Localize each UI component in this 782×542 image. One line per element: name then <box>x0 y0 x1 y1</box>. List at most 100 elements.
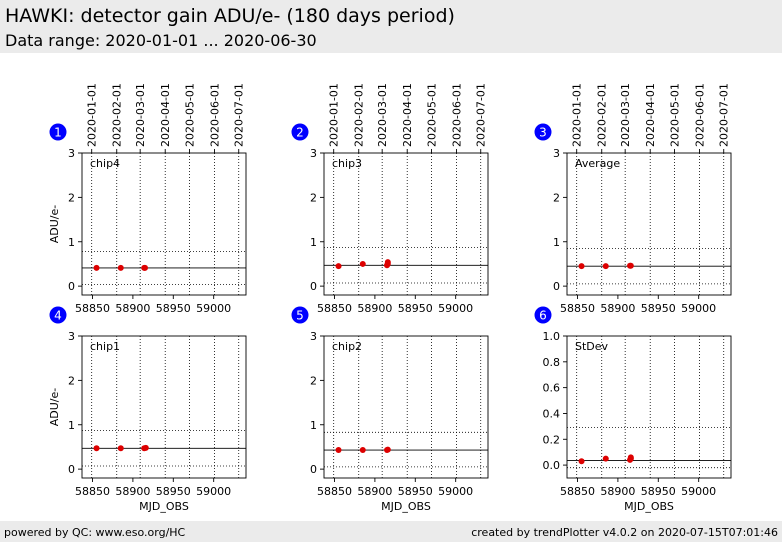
y-tick-label: 0 <box>553 280 560 293</box>
footer-created: created by trendPlotter v4.0.2 on 2020-0… <box>471 526 778 539</box>
page-title: HAWKI: detector gain ADU/e- (180 days pe… <box>5 5 455 27</box>
data-point <box>627 454 634 461</box>
data-point <box>142 264 149 271</box>
date-tick-label: 2020-01-01 <box>86 83 99 147</box>
x-tick-label: 58850 <box>560 485 595 498</box>
date-tick-label: 2020-06-01 <box>208 83 221 147</box>
y-tick-label: 1 <box>68 419 75 432</box>
panel-number: 1 <box>54 126 62 140</box>
y-tick-label: 1 <box>310 419 317 432</box>
x-tick-label: 59000 <box>681 485 716 498</box>
plot-frame <box>323 152 489 296</box>
panel-label: chip1 <box>90 340 120 353</box>
plot-frame <box>566 335 732 479</box>
x-tick-label: 58950 <box>398 302 433 315</box>
data-point <box>602 455 609 462</box>
date-tick-label: 2020-05-01 <box>183 83 196 147</box>
panel-6: 0.0 0.2 0.4 0.6 0.8 1.0 58850 58900 58950 59000 MJ… <box>534 306 732 513</box>
x-tick-label: 59000 <box>196 302 231 315</box>
data-point <box>602 263 609 270</box>
x-tick-label: 58900 <box>357 302 392 315</box>
panel-label: chip4 <box>90 157 120 170</box>
panel-number-badge <box>291 306 309 324</box>
x-tick-label: 58850 <box>75 485 110 498</box>
x-tick-label: 58900 <box>357 485 392 498</box>
date-tick-label: 2020-02-01 <box>111 83 124 147</box>
plot-frame <box>566 152 732 296</box>
panel-number: 3 <box>539 126 547 140</box>
panel-number-badge <box>534 306 552 324</box>
y-tick-label: 0 <box>310 280 317 293</box>
panel-number: 5 <box>296 309 304 323</box>
y-tick-label: 2 <box>310 374 317 387</box>
x-tick-label: 58850 <box>317 302 352 315</box>
data-point <box>359 447 366 454</box>
x-tick-label: 58850 <box>75 302 110 315</box>
date-tick-label: 2020-03-01 <box>619 83 632 147</box>
page-subtitle: Data range: 2020-01-01 ... 2020-06-30 <box>5 31 317 50</box>
date-tick-label: 2020-05-01 <box>425 83 438 147</box>
x-tick-label: 58850 <box>317 485 352 498</box>
x-tick-label: 59000 <box>196 485 231 498</box>
panel-label: Average <box>575 157 620 170</box>
data-point <box>117 264 124 271</box>
footer-credit: powered by QC: www.eso.org/HC <box>4 526 186 539</box>
date-tick-label: 2020-03-01 <box>376 83 389 147</box>
panel-number: 2 <box>296 126 304 140</box>
x-tick-label: 58900 <box>115 302 150 315</box>
data-point <box>142 444 149 451</box>
panel-number-badge <box>534 123 552 141</box>
panel-number-badge <box>49 306 67 324</box>
plot-frame <box>323 335 489 479</box>
panel-label: chip2 <box>332 340 362 353</box>
y-tick-label: 1.0 <box>543 330 561 343</box>
x-tick-label: 58950 <box>156 302 191 315</box>
data-point <box>335 263 342 270</box>
plot-frame <box>81 152 247 296</box>
page-header: HAWKI: detector gain ADU/e- (180 days pe… <box>0 0 782 53</box>
y-tick-label: 2 <box>553 191 560 204</box>
date-tick-label: 2020-02-01 <box>353 83 366 147</box>
plot-frame <box>81 335 247 479</box>
date-tick-label: 2020-01-01 <box>328 83 341 147</box>
date-tick-label: 2020-07-01 <box>233 83 246 147</box>
date-tick-label: 2020-07-01 <box>475 83 488 147</box>
x-tick-label: 58900 <box>600 485 635 498</box>
data-point <box>335 447 342 454</box>
page-footer: powered by QC: www.eso.org/HC created by… <box>0 521 782 542</box>
x-tick-label: 58950 <box>641 485 676 498</box>
date-tick-label: 2020-06-01 <box>450 83 463 147</box>
y-tick-label: 0.0 <box>543 459 561 472</box>
x-axis-label: MJD_OBS <box>381 500 431 513</box>
x-tick-label: 59000 <box>681 302 716 315</box>
y-tick-label: 0.2 <box>543 433 561 446</box>
x-axis-label: MJD_OBS <box>139 500 189 513</box>
x-tick-label: 59000 <box>438 485 473 498</box>
y-tick-label: 0.8 <box>543 356 561 369</box>
panel-number-badge <box>291 123 309 141</box>
y-axis-label: ADU/e- <box>48 205 61 244</box>
data-point <box>384 446 391 453</box>
data-point <box>627 262 634 269</box>
y-tick-label: 1 <box>310 236 317 249</box>
data-point <box>578 458 585 465</box>
y-tick-label: 3 <box>310 330 317 343</box>
panel-4: 0 1 2 3 58850 58900 58950 59000 ADU/e- MJD_OBS chi… <box>48 306 247 513</box>
x-tick-label: 59000 <box>438 302 473 315</box>
date-tick-label: 2020-04-01 <box>644 83 657 147</box>
y-tick-label: 3 <box>68 330 75 343</box>
y-tick-label: 0 <box>68 280 75 293</box>
date-tick-label: 2020-04-01 <box>401 83 414 147</box>
y-tick-label: 3 <box>68 147 75 160</box>
date-tick-label: 2020-03-01 <box>134 83 147 147</box>
y-tick-label: 0.4 <box>543 407 561 420</box>
panel-number-badge <box>49 123 67 141</box>
data-point <box>359 260 366 267</box>
y-tick-label: 2 <box>68 374 75 387</box>
data-point <box>384 259 391 266</box>
panel-3: 0 1 2 3 58850 58900 58950 59000 2020-01-01 2020-0… <box>534 83 732 315</box>
y-tick-label: 1 <box>68 236 75 249</box>
y-tick-label: 2 <box>68 191 75 204</box>
